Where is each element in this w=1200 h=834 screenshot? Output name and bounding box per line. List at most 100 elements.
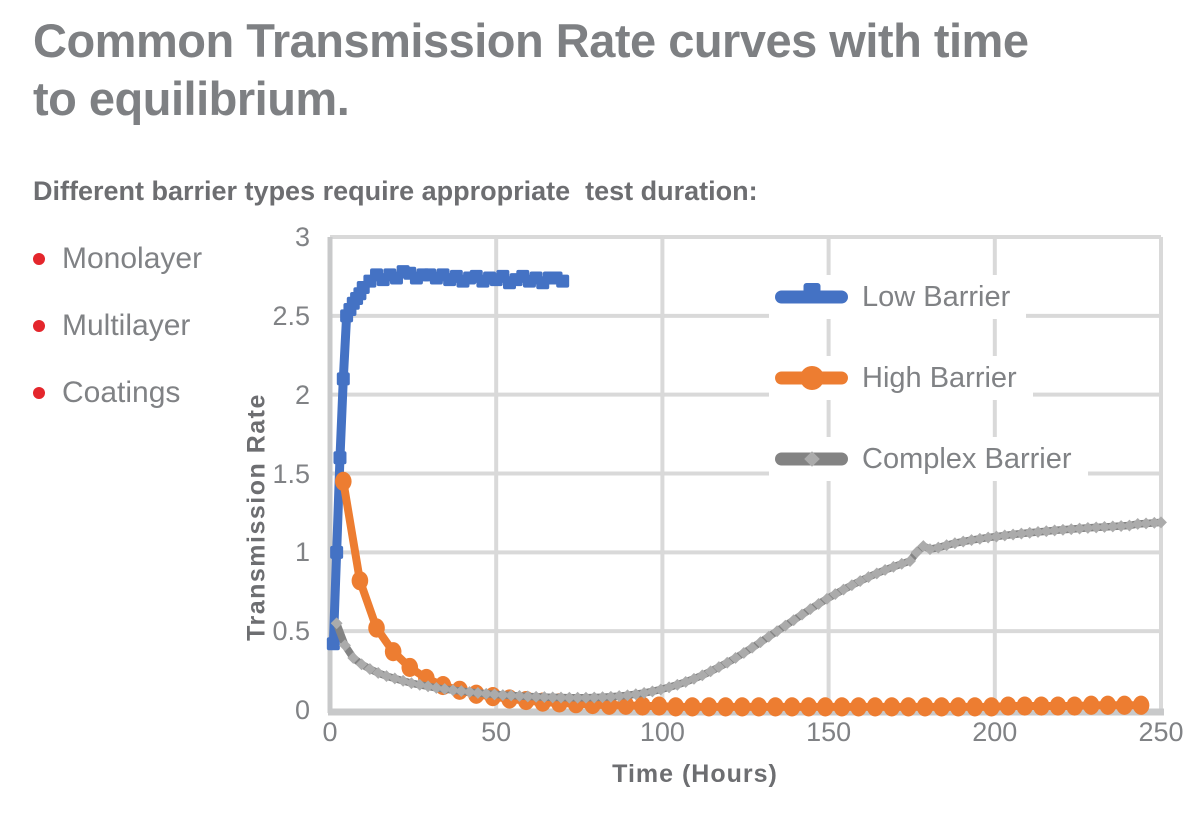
x-axis-title: Time (Hours)	[612, 760, 778, 788]
x-tick-label: 0	[322, 717, 338, 747]
high-barrier-marker	[1099, 695, 1117, 715]
high-barrier-marker	[684, 697, 701, 717]
y-tick-label: 1.5	[272, 458, 310, 489]
high-barrier-marker	[833, 697, 851, 717]
low-barrier-marker	[326, 637, 340, 651]
low-barrier-marker	[336, 372, 350, 386]
page-title: Common Transmission Rate curves with tim…	[33, 12, 1183, 128]
complex-barrier-marker	[1032, 526, 1044, 538]
complex-barrier-marker	[1048, 524, 1061, 537]
complex-barrier-marker	[1015, 527, 1028, 540]
high-barrier-marker	[700, 697, 718, 717]
high-barrier-marker	[667, 697, 684, 717]
complex-barrier-marker	[712, 661, 725, 674]
complex-barrier-marker	[940, 539, 953, 552]
bullet-item-monolayer: Monolayer	[33, 238, 202, 280]
high-barrier-marker	[401, 657, 419, 678]
complex-barrier-marker	[422, 680, 434, 693]
complex-barrier-marker	[762, 630, 775, 643]
complex-barrier-marker	[796, 608, 808, 621]
high-barrier-marker	[733, 697, 751, 717]
complex-barrier-marker	[746, 641, 759, 654]
bullet-dot-icon	[33, 320, 45, 332]
high-barrier-marker	[983, 697, 1000, 717]
y-tick-label: 1	[294, 537, 310, 568]
high-barrier-marker	[1049, 696, 1067, 716]
high-barrier-marker	[816, 697, 834, 717]
legend-item-low-barrier[interactable]: Low Barrier	[769, 275, 1027, 319]
bullet-item-multilayer: Multilayer	[33, 305, 202, 347]
complex-barrier-marker	[413, 678, 426, 691]
bullet-list: Monolayer Multilayer Coatings	[33, 238, 202, 439]
complex-barrier-marker	[1131, 518, 1144, 530]
high-barrier-marker	[1082, 695, 1100, 715]
complex-barrier-marker	[496, 689, 509, 701]
complex-barrier-marker	[957, 535, 970, 548]
legend-label: Low Barrier	[862, 280, 1011, 313]
bullet-label: Multilayer	[62, 309, 191, 342]
high-barrier-marker	[750, 697, 768, 717]
high-barrier-line-swatch-icon	[775, 356, 848, 400]
y-tick-label: 2	[294, 379, 310, 410]
x-tick-label: 100	[639, 717, 685, 747]
complex-barrier-marker	[737, 646, 750, 659]
subtitle: Different barrier types require appropri…	[33, 176, 758, 206]
bullet-dot-icon	[33, 253, 45, 265]
high-barrier-marker	[900, 697, 917, 717]
bullet-label: Coatings	[62, 376, 181, 409]
y-tick-label: 0.5	[272, 616, 310, 647]
page-title-line-1: Common Transmission Rate curves with tim…	[33, 14, 1029, 67]
complex-barrier-marker	[405, 677, 418, 690]
complex-barrier-marker	[538, 691, 551, 704]
high-barrier-marker	[351, 571, 369, 591]
complex-barrier-marker	[1081, 521, 1094, 534]
low-barrier-marker	[330, 545, 344, 559]
complex-barrier-marker	[965, 534, 978, 546]
low-barrier-line-swatch-icon	[775, 275, 848, 319]
complex-barrier-marker	[779, 619, 792, 632]
high-barrier-marker	[999, 696, 1017, 716]
complex-barrier-curve	[332, 518, 1165, 702]
complex-barrier-marker	[771, 625, 784, 638]
high-barrier-marker	[966, 697, 984, 717]
legend-label: Complex Barrier	[862, 442, 1072, 475]
complex-barrier-marker	[948, 537, 961, 550]
legend-item-complex-barrier[interactable]: Complex Barrier	[769, 437, 1088, 481]
complex-barrier-marker	[862, 571, 875, 584]
y-tick-label: 3	[294, 222, 310, 252]
complex-barrier-marker	[447, 684, 459, 697]
high-barrier-marker	[1116, 695, 1133, 715]
complex-barrier-marker	[488, 688, 501, 701]
high-barrier-marker	[1016, 696, 1034, 716]
circle-marker-icon	[799, 366, 824, 390]
y-tick-label: 0	[294, 695, 310, 725]
legend: Low Barrier High Barrier Complex Barrier	[769, 275, 1088, 518]
complex-barrier-marker	[388, 672, 401, 685]
bullet-dot-icon	[33, 387, 45, 399]
complex-barrier-marker	[397, 674, 410, 687]
high-barrier-marker	[1033, 696, 1050, 716]
legend-label: High Barrier	[862, 361, 1017, 394]
legend-item-high-barrier[interactable]: High Barrier	[769, 356, 1033, 400]
complex-barrier-marker	[721, 656, 734, 669]
complex-barrier-marker	[580, 691, 592, 704]
complex-barrier-marker	[837, 583, 850, 596]
high-barrier-marker	[617, 695, 635, 715]
high-barrier-marker	[883, 697, 901, 717]
x-tick-label: 50	[481, 717, 512, 747]
complex-barrier-marker	[910, 546, 923, 559]
high-barrier-marker	[933, 697, 950, 717]
complex-barrier-line-swatch-icon	[775, 437, 848, 481]
high-barrier-marker	[767, 697, 784, 717]
complex-barrier-marker	[1140, 517, 1152, 530]
high-barrier-marker	[334, 471, 352, 491]
complex-barrier-marker	[1098, 521, 1111, 533]
bullet-label: Monolayer	[62, 242, 203, 275]
complex-barrier-marker	[787, 614, 800, 627]
low-barrier-marker	[333, 451, 347, 465]
low-barrier-marker	[556, 274, 570, 288]
high-barrier-marker	[650, 696, 668, 716]
complex-barrier-marker	[629, 688, 642, 701]
